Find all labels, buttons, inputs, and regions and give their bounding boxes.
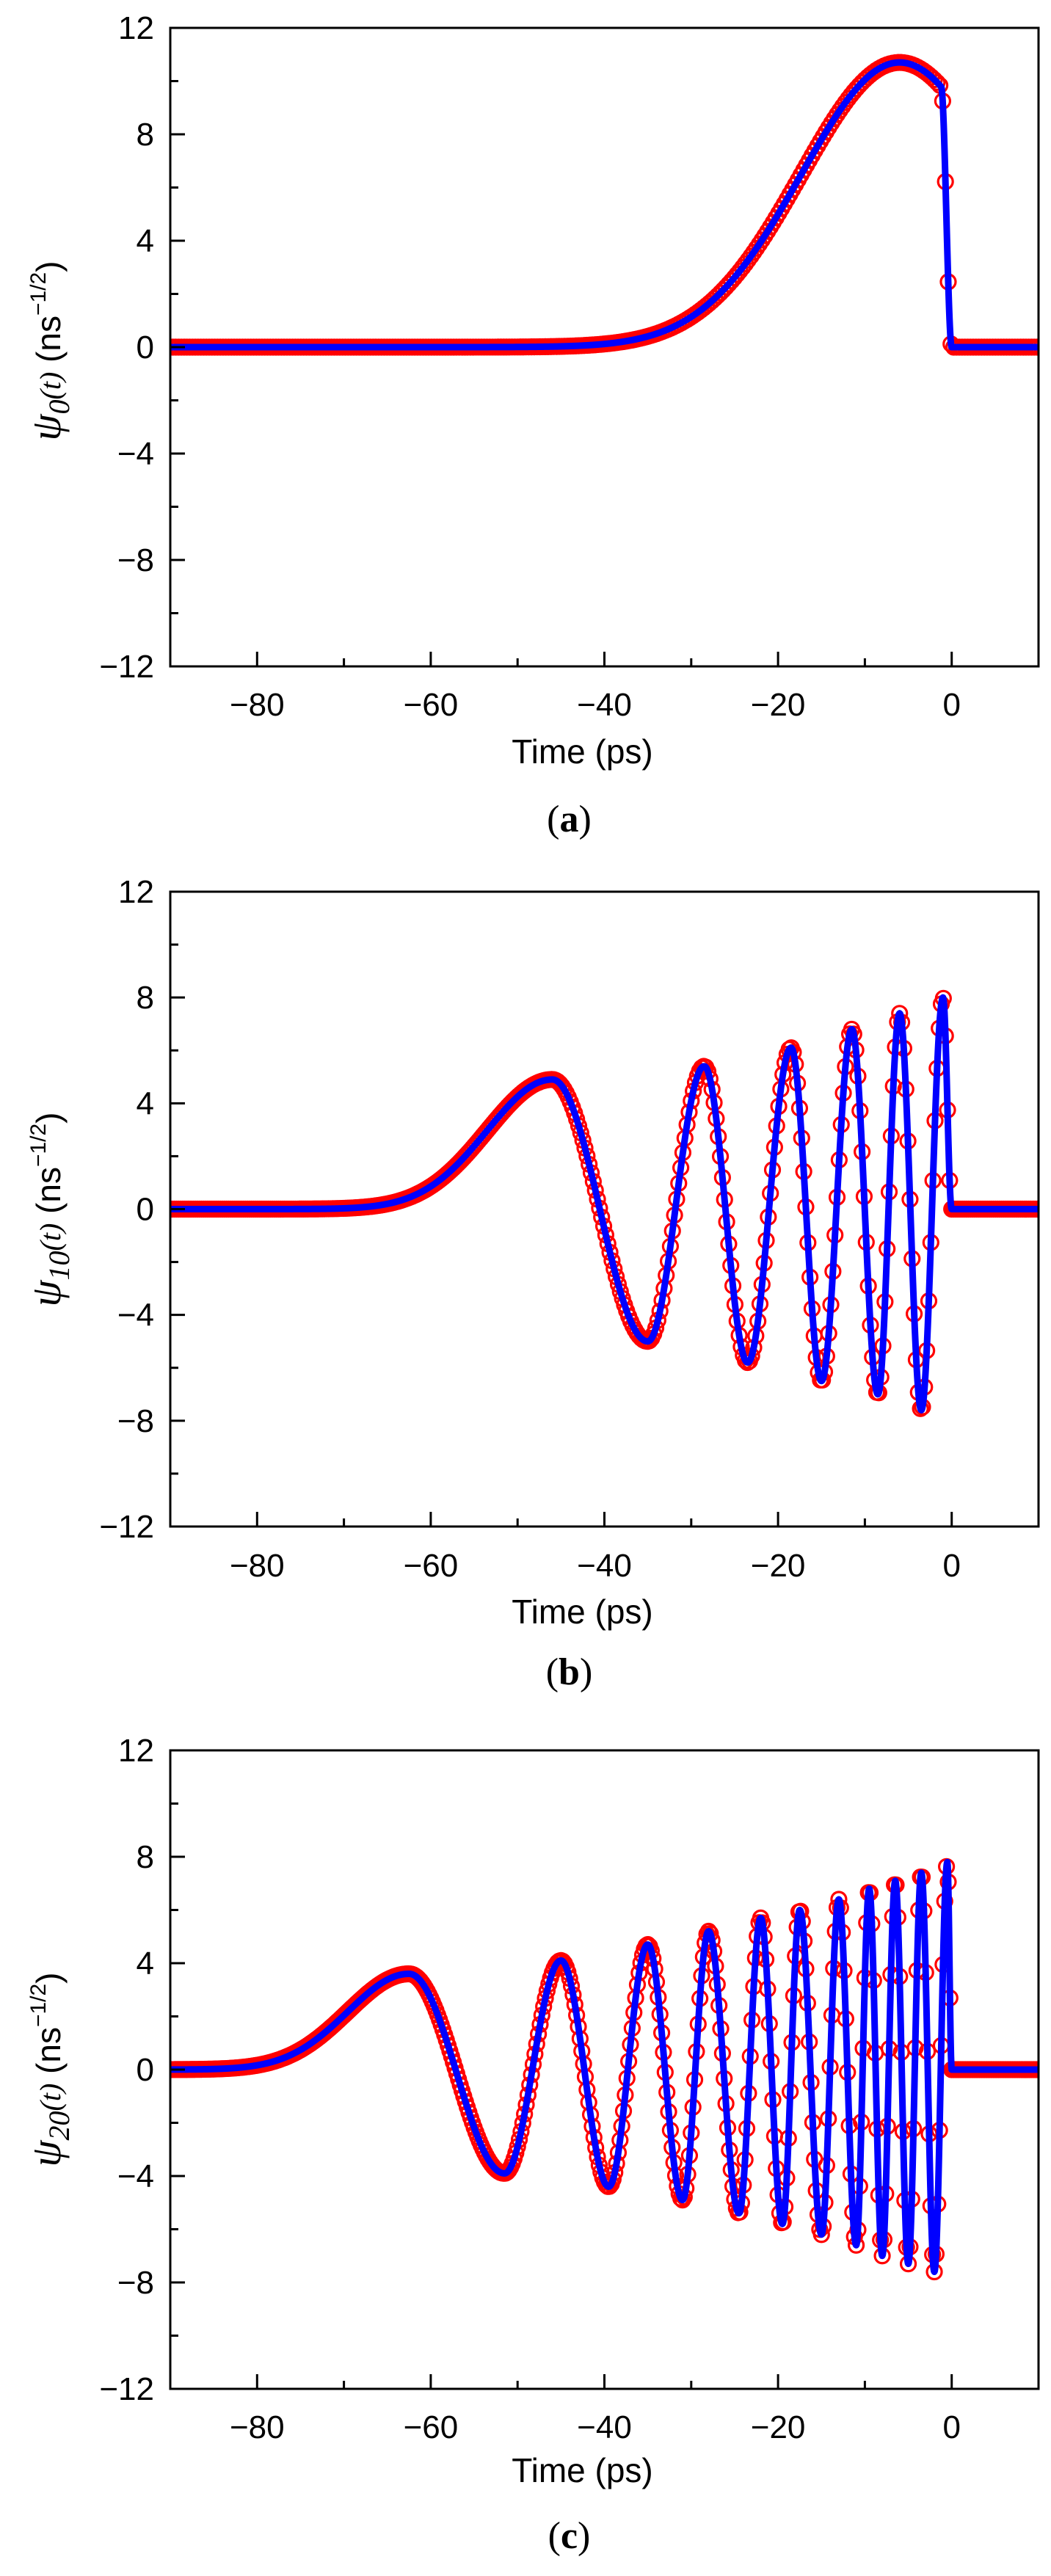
y-tick-label: 4 [137,223,154,259]
panel-label: (b) [546,1651,593,1693]
y-axis-label: ψ20(t) (ns−1/2) [22,1972,76,2166]
series-theory-line [170,59,1039,351]
x-tick-label: −80 [230,2409,285,2445]
y-tick-label: 8 [137,980,154,1016]
y-tick-label: 0 [137,1192,154,1228]
x-tick-label: −80 [230,1548,285,1584]
y-axis-label: ψ10(t) (ns−1/2) [22,1112,76,1306]
plot-area [170,54,1039,356]
x-tick-label: −40 [577,2409,632,2445]
plot-frame [169,1749,1040,2390]
plot-area [170,989,1039,1417]
x-tick-label: −40 [577,1548,632,1584]
x-axis-label: Time (ps) [512,2451,653,2489]
y-tick-label: −12 [99,649,154,685]
y-tick-label: 0 [137,2052,154,2088]
y-tick-label: 8 [137,117,154,153]
y-tick-label: −8 [117,542,154,578]
x-tick-label: −20 [751,2409,806,2445]
x-tick-label: −80 [230,687,285,723]
panel-label: (a) [547,798,592,840]
series-theory-line [170,1858,1039,2275]
x-axis-label: Time (ps) [512,732,653,771]
y-tick-label: 4 [137,1085,154,1121]
x-tick-label: −60 [404,2409,459,2445]
x-tick-label: 0 [942,2409,960,2445]
y-tick-label: −8 [117,2265,154,2301]
data-point [928,73,946,91]
y-tick-label: −12 [99,2371,154,2407]
panel-label: (c) [548,2515,591,2557]
x-tick-label: −60 [404,1548,459,1584]
x-axis-label: Time (ps) [512,1593,653,1631]
series-theory-line [170,994,1039,1413]
data-point [925,70,943,89]
y-tick-label: 12 [118,10,154,46]
x-tick-label: −40 [577,687,632,723]
y-tick-label: −12 [99,1509,154,1545]
y-tick-label: 4 [137,1946,154,1982]
y-axis-label: ψ0(t) (ns−1/2) [22,261,76,440]
y-tick-label: 8 [137,1839,154,1875]
y-tick-label: −4 [117,436,154,472]
y-tick-label: −4 [117,1298,154,1334]
x-tick-label: −60 [404,687,459,723]
y-tick-label: 12 [118,874,154,910]
y-tick-label: −8 [117,1403,154,1439]
y-tick-label: −4 [117,2158,154,2194]
x-tick-label: −20 [751,1548,806,1584]
x-tick-label: 0 [942,1548,960,1584]
plot-area [170,1858,1039,2281]
y-tick-label: 12 [118,1733,154,1769]
y-tick-label: 0 [137,330,154,365]
series-simulation-markers [170,54,1039,356]
x-tick-label: −20 [751,687,806,723]
x-tick-label: 0 [942,687,960,723]
